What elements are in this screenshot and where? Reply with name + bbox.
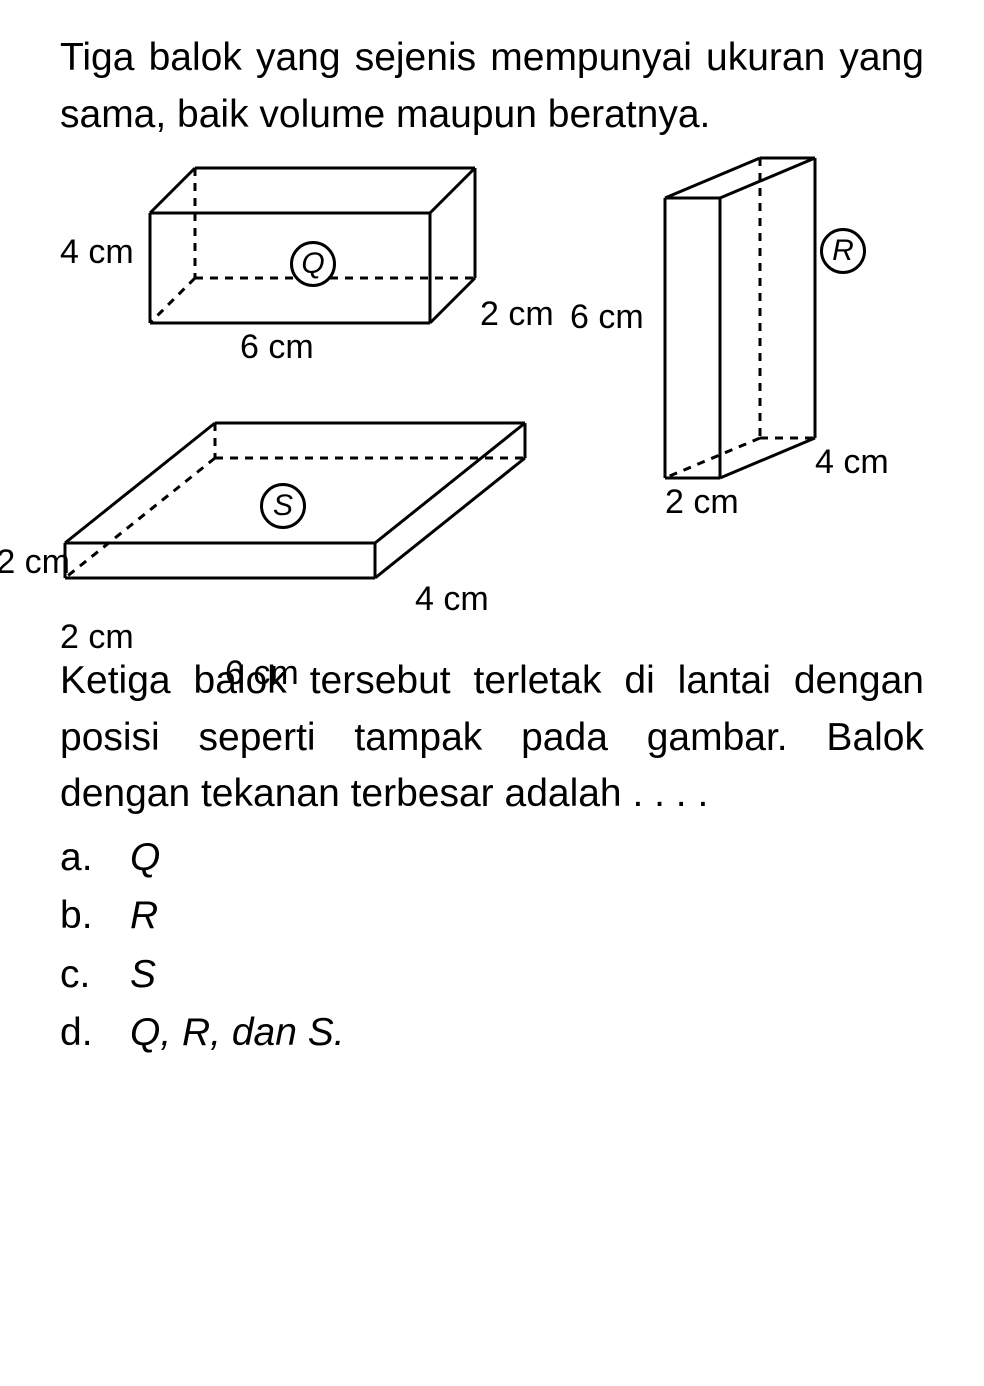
block-r-circle: R [820, 228, 866, 274]
option-c-letter: c. [60, 946, 130, 1005]
block-s-height-label-2: 2 cm [60, 618, 134, 657]
question-intro: Tiga balok yang sejenis mempunyai ukuran… [60, 30, 924, 143]
block-s-height-label: 2 cm [0, 543, 70, 582]
block-q-width-label: 6 cm [240, 328, 314, 367]
option-d-value: Q, R, dan S. [130, 1004, 345, 1063]
block-q-height-label: 4 cm [60, 233, 134, 272]
option-b-value: R [130, 887, 158, 946]
block-s-svg [60, 418, 560, 598]
block-s-depth-label: 4 cm [415, 580, 489, 619]
block-s-width-label: 6 cm [225, 654, 299, 693]
block-q-svg [145, 163, 525, 343]
diagram-area: 4 cm Q 6 cm 2 cm R 6 cm 2 cm 4 cm [60, 163, 924, 623]
option-d: d. Q, R, dan S. [60, 1004, 924, 1063]
options-list: a. Q b. R c. S d. Q, R, dan S. [60, 829, 924, 1063]
option-c-value: S [130, 946, 156, 1005]
block-q-circle: Q [290, 241, 336, 287]
option-c: c. S [60, 946, 924, 1005]
block-r-svg [660, 153, 890, 493]
question-followup: Ketiga balok tersebut terletak di lantai… [60, 653, 924, 823]
option-a-value: Q [130, 829, 160, 888]
option-d-letter: d. [60, 1004, 130, 1063]
block-r-width-label: 2 cm [665, 483, 739, 522]
option-b: b. R [60, 887, 924, 946]
option-a: a. Q [60, 829, 924, 888]
block-q-depth-label: 2 cm [480, 295, 554, 334]
block-r-height-label: 6 cm [570, 298, 644, 337]
option-a-letter: a. [60, 829, 130, 888]
block-r-depth-label: 4 cm [815, 443, 889, 482]
option-b-letter: b. [60, 887, 130, 946]
block-s-circle: S [260, 483, 306, 529]
